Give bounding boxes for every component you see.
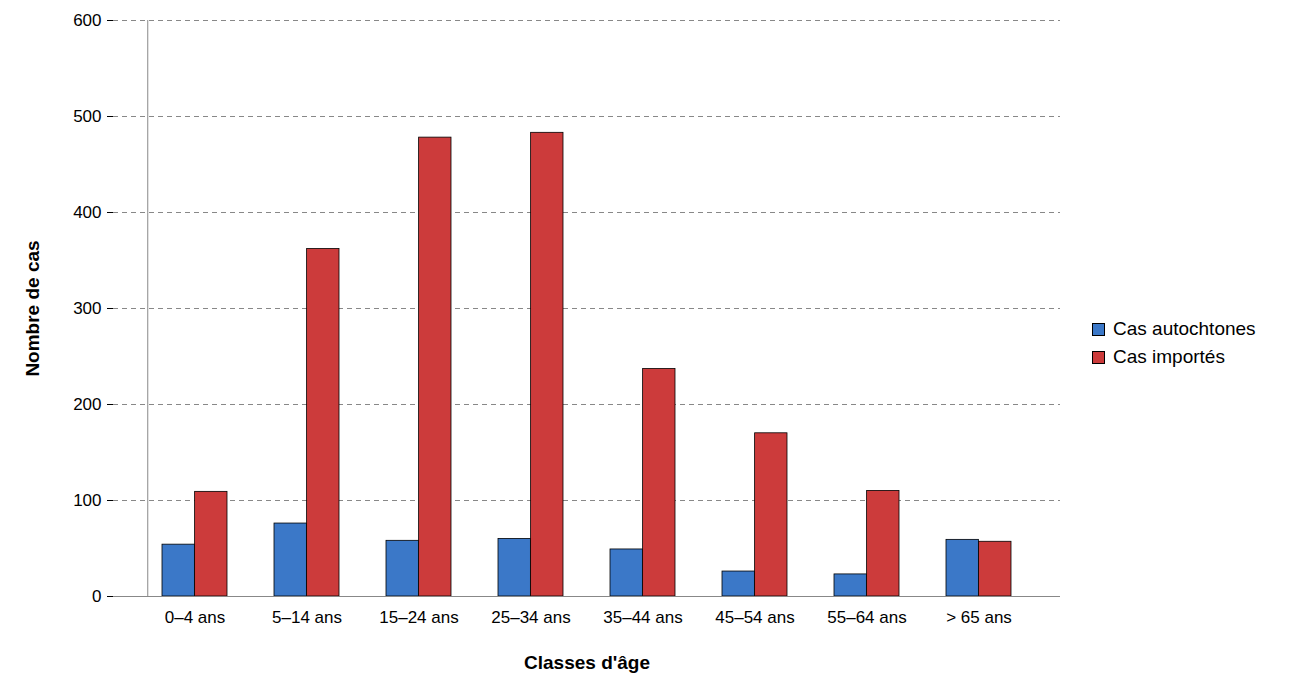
- svg-text:600: 600: [73, 11, 101, 30]
- svg-text:45–54 ans: 45–54 ans: [715, 608, 794, 627]
- svg-text:Nombre de cas: Nombre de cas: [22, 240, 43, 376]
- svg-text:25–34 ans: 25–34 ans: [491, 608, 570, 627]
- html-text:Cas autochtones: Cas autochtones: [1113, 318, 1256, 339]
- html-text:Cas importés: Cas importés: [1113, 346, 1225, 367]
- svg-text:400: 400: [73, 203, 101, 222]
- svg-text:15–24 ans: 15–24 ans: [379, 608, 458, 627]
- svg-text:5–14 ans: 5–14 ans: [272, 608, 342, 627]
- svg-text:> 65 ans: > 65 ans: [946, 608, 1012, 627]
- svg-text:0: 0: [92, 587, 101, 606]
- svg-text:100: 100: [73, 491, 101, 510]
- svg-text:500: 500: [73, 107, 101, 126]
- svg-text:Classes d'âge: Classes d'âge: [524, 652, 650, 673]
- svg-text:0–4 ans: 0–4 ans: [165, 608, 226, 627]
- svg-text:200: 200: [73, 395, 101, 414]
- svg-text:300: 300: [73, 299, 101, 318]
- svg-text:55–64 ans: 55–64 ans: [827, 608, 906, 627]
- svg-text:35–44 ans: 35–44 ans: [603, 608, 682, 627]
